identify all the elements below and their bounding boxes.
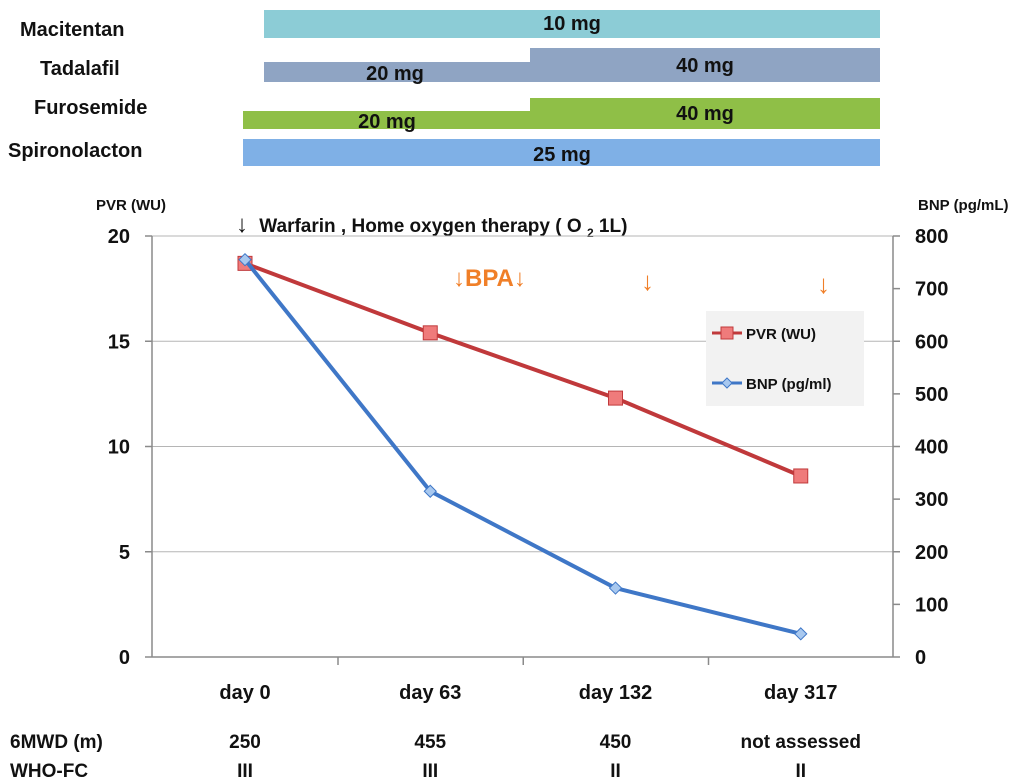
gridlines bbox=[151, 235, 894, 665]
x-tick-label: day 317 bbox=[764, 682, 837, 704]
x-ticks: day 0 day 63 day 132 day 317 bbox=[219, 682, 837, 704]
pvr-point bbox=[793, 468, 809, 484]
series-line-bnp bbox=[243, 258, 802, 636]
bottom-table: 6MWD (m) WHO-FC 250 455 450 not assessedIII… bbox=[10, 732, 861, 782]
y-right-tick-label: 400 bbox=[915, 437, 948, 459]
bnp-point bbox=[794, 627, 808, 641]
plot-area: 0 5 10 15 20 0 100 200 300 400 500 600 700 800 day 0… bbox=[108, 226, 949, 704]
spironolacton-dose: 25 mg bbox=[533, 144, 591, 166]
bpa-arrow-2: ↓ bbox=[641, 266, 654, 296]
y-right-tick-label: 100 bbox=[915, 594, 948, 616]
y-left-axis-title: PVR (WU) bbox=[96, 197, 166, 214]
series-line-pvr bbox=[244, 261, 802, 478]
therapy-down-arrow: ↓ bbox=[236, 211, 248, 238]
pvr-point bbox=[608, 390, 623, 406]
row-label-whofc: WHO-FC bbox=[10, 761, 88, 782]
drug-schedule: Macitentan Tadalafil Furosemide Spironol… bbox=[8, 10, 880, 166]
table-cell: III bbox=[422, 761, 438, 782]
therapy-text-end: 1L) bbox=[599, 216, 628, 237]
therapy-text: Warfarin , Home oxygen therapy ( O bbox=[259, 216, 581, 237]
row-label-6mwd: 6MWD (m) bbox=[10, 732, 103, 753]
bnp-point bbox=[423, 484, 437, 498]
macitentan-bar bbox=[264, 10, 880, 38]
furosemide-bar-20mg bbox=[243, 111, 530, 129]
y-right-tick-label: 600 bbox=[915, 331, 948, 353]
table-cell: 450 bbox=[600, 732, 632, 753]
legend-pvr-label: PVR (WU) bbox=[746, 326, 816, 343]
tadalafil-dose-40mg: 40 mg bbox=[676, 55, 734, 77]
furosemide-dose-20mg: 20 mg bbox=[358, 111, 416, 133]
legend-bnp-label: BNP (pg/ml) bbox=[746, 376, 832, 393]
drug-name-furosemide: Furosemide bbox=[34, 97, 147, 119]
y-left-tick-label: 0 bbox=[119, 647, 130, 669]
y-right-tick-label: 500 bbox=[915, 384, 948, 406]
legend-pvr-marker bbox=[720, 326, 734, 340]
bpa-arrow-3: ↓ bbox=[817, 269, 830, 299]
legend-bnp-marker bbox=[721, 377, 733, 389]
therapy-subscript: 2 bbox=[587, 226, 594, 240]
y-left-ticks: 0 5 10 15 20 bbox=[108, 226, 152, 669]
x-tick-label: day 63 bbox=[399, 682, 461, 704]
bnp-point bbox=[238, 252, 252, 267]
series-layer bbox=[237, 252, 809, 641]
macitentan-dose: 10 mg bbox=[543, 13, 601, 35]
bpa-label: ↓BPA↓ bbox=[453, 265, 526, 292]
y-left-tick-label: 10 bbox=[108, 437, 130, 459]
y-right-tick-label: 800 bbox=[915, 226, 948, 248]
y-right-axis-title: BNP (pg/mL) bbox=[918, 197, 1009, 214]
tadalafil-dose-20mg: 20 mg bbox=[366, 63, 424, 85]
furosemide-bar-40mg bbox=[530, 98, 880, 129]
y-right-tick-label: 300 bbox=[915, 489, 948, 511]
bnp-point bbox=[608, 581, 623, 595]
table-cell: 455 bbox=[414, 732, 446, 753]
y-right-tick-label: 200 bbox=[915, 542, 948, 564]
x-tick-label: day 0 bbox=[219, 682, 270, 704]
table-cell: II bbox=[795, 761, 806, 782]
tadalafil-bar-20mg bbox=[264, 62, 530, 82]
y-right-tick-label: 0 bbox=[915, 647, 926, 669]
furosemide-dose-40mg: 40 mg bbox=[676, 103, 734, 125]
table-cell: 250 bbox=[229, 732, 261, 753]
pvr-point bbox=[422, 325, 438, 341]
table-cell: not assessed bbox=[741, 732, 861, 753]
drug-name-macitentan: Macitentan bbox=[20, 19, 124, 41]
y-right-tick-label: 700 bbox=[915, 279, 948, 301]
y-right-ticks: 0 100 200 300 400 500 600 700 800 bbox=[893, 226, 948, 669]
table-cell: III bbox=[237, 761, 253, 782]
legend: PVR (WU) BNP (pg/ml) bbox=[706, 311, 864, 406]
drug-name-spironolacton: Spironolacton bbox=[8, 140, 142, 162]
drug-name-tadalafil: Tadalafil bbox=[40, 58, 120, 80]
y-left-tick-label: 20 bbox=[108, 226, 130, 248]
x-tick-label: day 132 bbox=[579, 682, 652, 704]
spironolacton-bar bbox=[243, 139, 880, 166]
y-left-tick-label: 5 bbox=[119, 542, 130, 564]
tadalafil-bar-40mg bbox=[530, 48, 880, 82]
y-left-tick-label: 15 bbox=[108, 331, 130, 353]
therapy-annotation: ↓ Warfarin , Home oxygen therapy ( O 2 1… bbox=[236, 211, 627, 242]
table-cell: II bbox=[610, 761, 621, 782]
